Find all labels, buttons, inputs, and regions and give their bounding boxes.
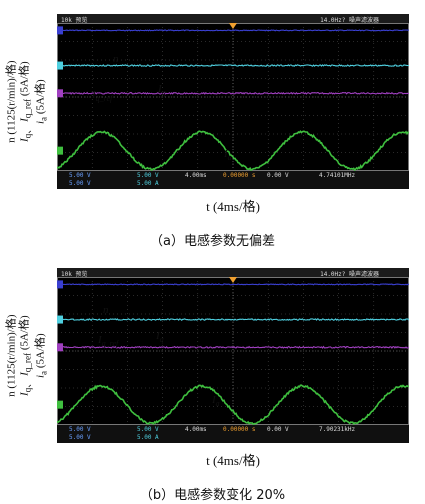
scope-plot (57, 23, 409, 171)
scope-header: 10k 预览 14.0Hz? 噪声滤波器 (57, 268, 409, 278)
grid (57, 277, 409, 425)
scope-readouts: 5.00 V 5.00 V 5.00 V 5.00 A 4.00ms 0.000… (57, 171, 409, 189)
y-axis-label: n (1125(r/min)/格) Iq、 Iq_ref (5A/格) ia (… (5, 314, 49, 397)
y-label-speed: n (1125(r/min)/格) (5, 60, 18, 143)
y-label-speed: n (1125(r/min)/格) (5, 314, 18, 397)
y-axis-label: n (1125(r/min)/格) Iq、 Iq_ref (5A/格) ia (… (5, 60, 49, 143)
trigger-marker (229, 277, 237, 283)
caption-b: （b）电感参数变化 20% (139, 488, 286, 503)
series-line-n (57, 29, 409, 32)
channel-marker-Iq (57, 343, 63, 352)
annotation-iq: Iq (156, 330, 164, 345)
channel-marker-Iq (57, 89, 63, 98)
channel-marker-Iq_ref (57, 61, 63, 70)
oscilloscope-screen: 10k 预览 14.0Hz? 噪声滤波器 5.00 V 5.00 V 5.00 … (57, 14, 409, 189)
annotation-n: n (113, 53, 119, 65)
annotation-iq-ref: Iq_ref (92, 89, 113, 104)
scope-plot (57, 277, 409, 425)
series-line-Ia (57, 384, 409, 425)
series-line-Ia (57, 130, 409, 171)
channel-marker-Ia (57, 146, 63, 155)
scope-readouts: 5.00 V 5.00 V 5.00 V 5.00 A 4.00ms 0.000… (57, 425, 409, 443)
channel-marker-Iq_ref (57, 315, 63, 324)
trigger-marker (229, 23, 237, 29)
annotation-n: n (103, 304, 109, 316)
annotation-iq: Iq (158, 83, 166, 98)
series-line-Iq (57, 91, 409, 95)
channel-marker-n (57, 280, 63, 289)
panel-a: n (1125(r/min)/格) Iq、 Iq_ref (5A/格) ia (… (0, 0, 425, 250)
series-line-Iq_ref (57, 64, 409, 67)
grid (57, 23, 409, 171)
channel-marker-Ia (57, 400, 63, 409)
series-line-Iq_ref (57, 318, 409, 321)
channel-marker-n (57, 26, 63, 35)
oscilloscope-screen: 10k 预览 14.0Hz? 噪声滤波器 5.00 V 5.00 V 5.00 … (57, 268, 409, 443)
x-axis-label: t (4ms/格) (206, 199, 260, 214)
scope-header: 10k 预览 14.0Hz? 噪声滤波器 (57, 14, 409, 24)
series-line-Iq (57, 345, 409, 349)
panel-b: n (1125(r/min)/格) Iq、 Iq_ref (5A/格) ia (… (0, 254, 425, 504)
x-axis-label: t (4ms/格) (206, 453, 260, 468)
annotation-ia: Ia (212, 394, 220, 409)
series-line-n (57, 283, 409, 286)
annotation-iq-ref: Iq_ref (98, 334, 119, 349)
annotation-ia: Ia (224, 148, 232, 163)
caption-a: （a）电感参数无偏差 (150, 234, 275, 249)
